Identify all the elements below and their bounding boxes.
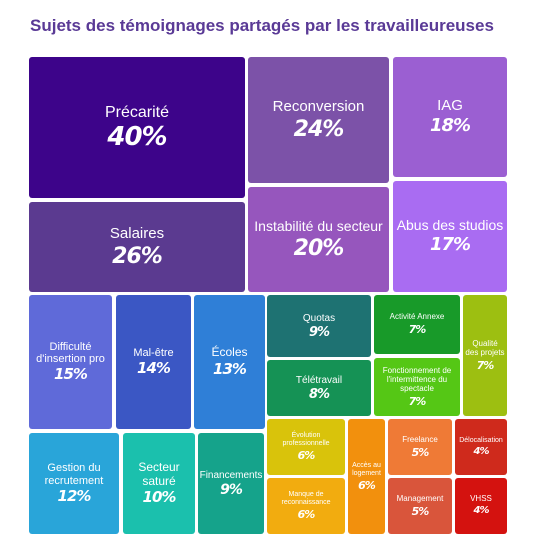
tile-label: Reconversion	[272, 98, 365, 116]
chart-title: Sujets des témoignages partagés par les …	[30, 16, 494, 35]
treemap-tile: Activité Annexe 7%	[374, 295, 460, 354]
tile-value: 7%	[408, 394, 427, 408]
treemap-tile: Fonctionnement de l'intermittence du spe…	[374, 358, 460, 416]
treemap-tile: IAG 18%	[393, 57, 507, 177]
tile-label: Salaires	[109, 225, 165, 243]
treemap-tile: VHSS 4%	[455, 478, 507, 534]
tile-value: 5%	[411, 445, 430, 459]
tile-label: Gestion du recrutement	[44, 462, 104, 487]
tile-value: 7%	[408, 323, 427, 337]
treemap-tile: Manque de reconnaissance 6%	[267, 478, 345, 534]
tile-label: VHSS	[470, 494, 492, 504]
treemap-tile: Financements 9%	[198, 433, 264, 534]
treemap-tile: Précarité 40%	[29, 57, 245, 198]
treemap-tile: Abus des studios 17%	[393, 181, 507, 292]
tile-label: Secteur saturé	[138, 460, 180, 488]
tile-value: 9%	[308, 324, 330, 340]
tile-value: 4%	[473, 505, 490, 517]
tile-value: 20%	[293, 235, 345, 261]
treemap-tile: Quotas 9%	[267, 295, 371, 357]
tile-value: 15%	[54, 365, 88, 384]
tile-value: 18%	[429, 114, 471, 136]
tile-label: Financements	[199, 469, 263, 481]
tile-label: Accès au logement	[352, 461, 381, 477]
treemap-tile: Gestion du recrutement 12%	[29, 433, 119, 534]
treemap-tile: Mal-être 14%	[116, 295, 191, 429]
tile-value: 6%	[297, 508, 316, 522]
tile-label: Freelance	[402, 434, 438, 444]
tile-value: 13%	[213, 359, 247, 378]
tile-value: 9%	[220, 481, 243, 498]
tile-label: Instabilité du secteur	[254, 218, 383, 235]
treemap-tile: Évolution professionnelle 6%	[267, 419, 345, 475]
treemap-tile: Télétravail 8%	[267, 360, 371, 416]
tile-value: 6%	[297, 449, 316, 463]
tile-label: Évolution professionnelle	[282, 432, 330, 448]
tile-label: Qualité des projets	[465, 338, 505, 357]
tile-value: 5%	[411, 504, 430, 518]
tile-value: 10%	[142, 488, 177, 507]
tile-value: 4%	[473, 445, 490, 457]
treemap-tile: Écoles 13%	[194, 295, 265, 429]
tile-label: Précarité	[104, 103, 170, 121]
treemap-tile: Reconversion 24%	[248, 57, 389, 183]
treemap-tile: Freelance 5%	[388, 419, 452, 475]
tile-label: Activité Annexe	[389, 312, 445, 322]
treemap-tile: Difficulté d'insertion pro 15%	[29, 295, 112, 429]
tile-label: Difficulté d'insertion pro	[36, 340, 105, 366]
treemap-tile: Instabilité du secteur 20%	[248, 187, 389, 292]
tile-value: 12%	[57, 486, 92, 505]
tile-label: IAG	[437, 97, 463, 115]
tile-label: Fonctionnement de l'intermittence du spe…	[382, 365, 452, 393]
tile-value: 8%	[308, 386, 330, 402]
tile-label: Quotas	[302, 312, 336, 324]
tile-label: Abus des studios	[396, 217, 504, 234]
tile-label: Délocalisation	[459, 436, 503, 444]
tile-value: 6%	[358, 478, 376, 492]
tile-label: Télétravail	[295, 374, 343, 386]
treemap-tile: Secteur saturé 10%	[123, 433, 195, 534]
treemap-tile: Accès au logement 6%	[348, 419, 385, 534]
tile-label: Management	[396, 493, 444, 503]
tile-value: 14%	[137, 359, 171, 378]
tile-label: Mal-être	[133, 346, 174, 359]
tile-value: 24%	[293, 116, 345, 142]
tile-value: 17%	[429, 233, 471, 255]
tile-value: 7%	[476, 358, 495, 372]
tile-value: 40%	[107, 121, 167, 152]
treemap-tile: Délocalisation 4%	[455, 419, 507, 475]
tile-value: 26%	[112, 243, 163, 269]
treemap-tile: Management 5%	[388, 478, 452, 534]
treemap-tile: Salaires 26%	[29, 202, 245, 292]
treemap-tile: Qualité des projets 7%	[463, 295, 507, 416]
tile-label: Manque de reconnaissance	[281, 491, 331, 507]
tile-label: Écoles	[211, 345, 248, 360]
